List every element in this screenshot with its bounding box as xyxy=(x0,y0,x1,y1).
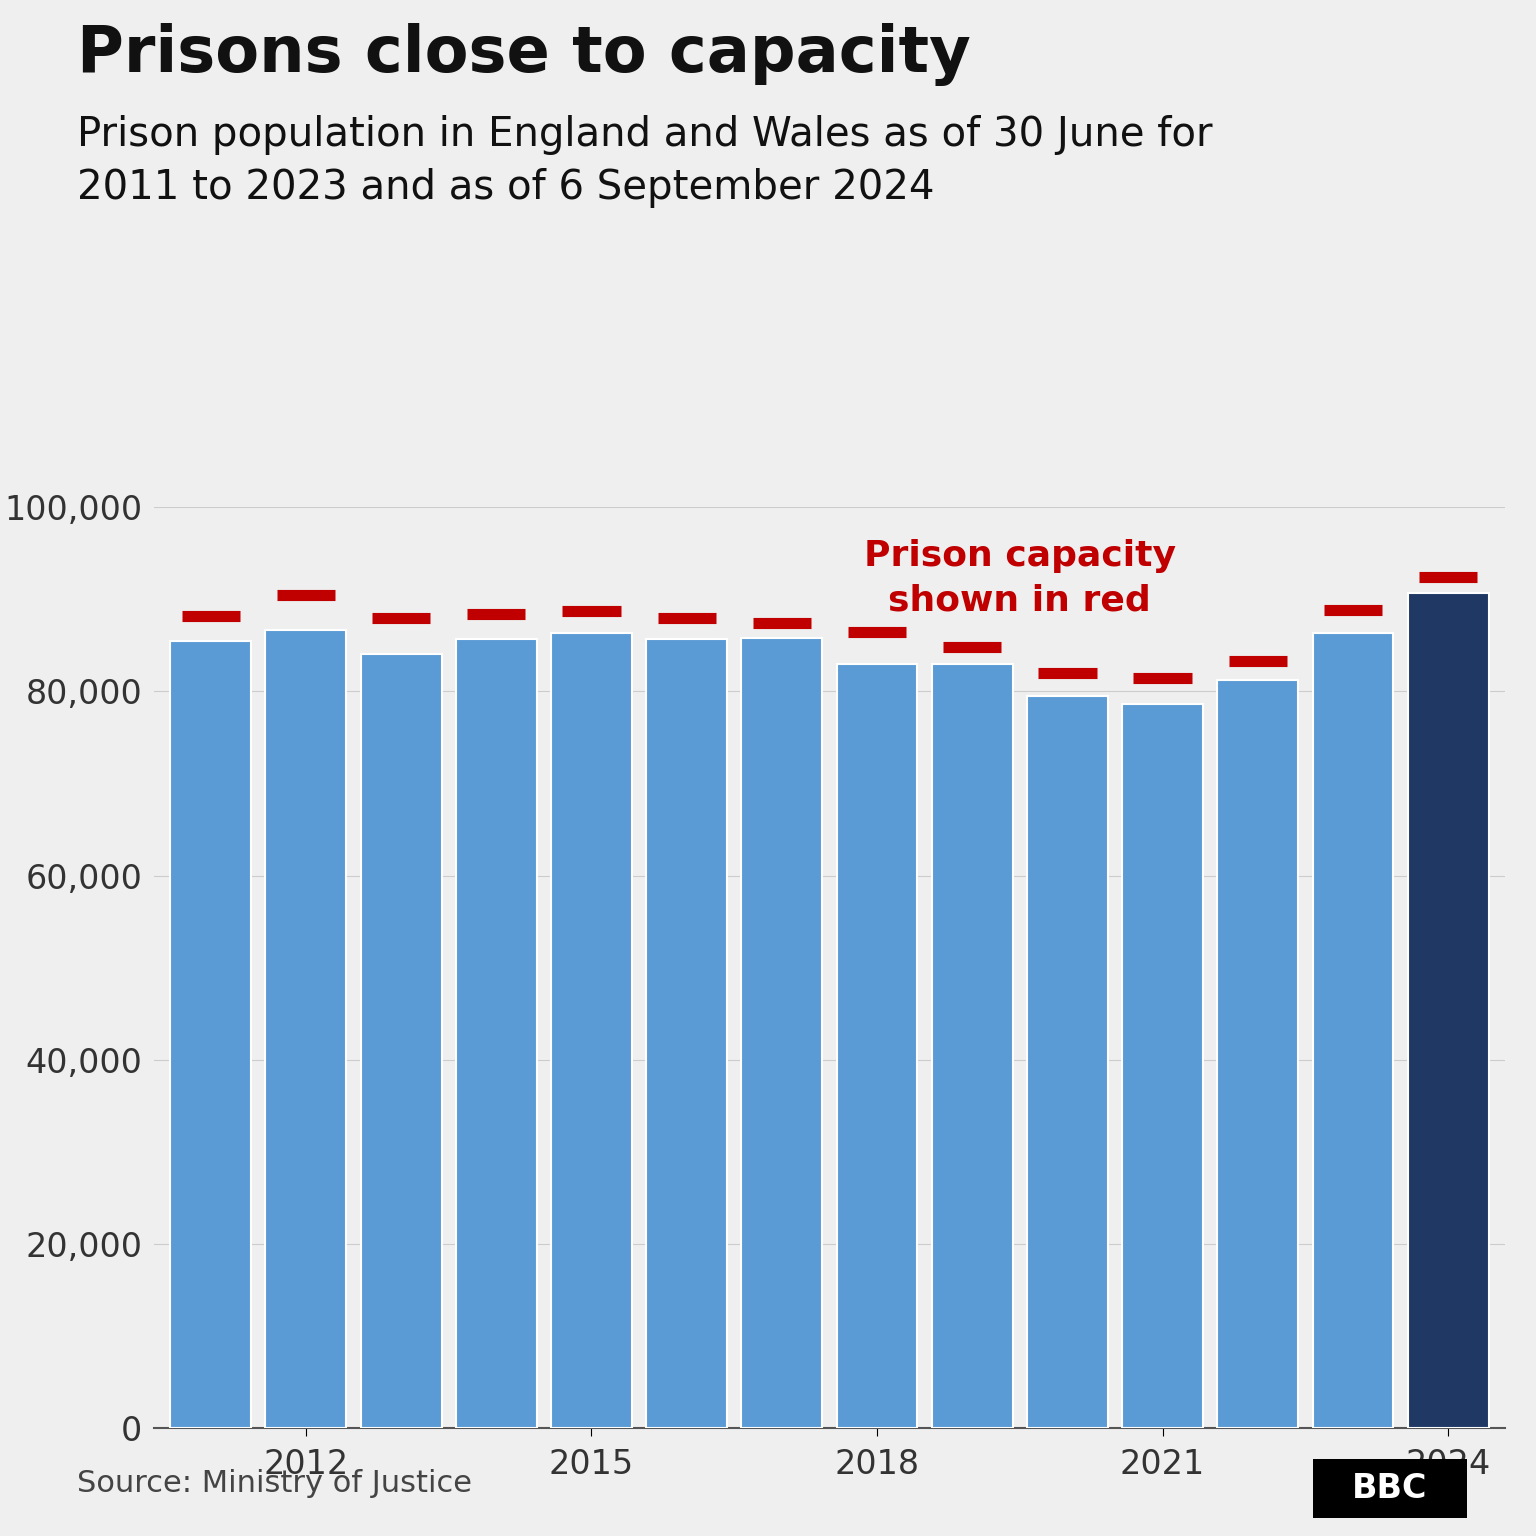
Bar xyxy=(647,639,727,1428)
Text: BBC: BBC xyxy=(1352,1471,1428,1505)
Bar xyxy=(1407,593,1488,1428)
Text: Prison capacity
shown in red: Prison capacity shown in red xyxy=(863,539,1177,617)
Bar xyxy=(1123,703,1203,1428)
Bar xyxy=(1218,680,1298,1428)
Bar xyxy=(742,637,822,1428)
Text: Prison population in England and Wales as of 30 June for
2011 to 2023 and as of : Prison population in England and Wales a… xyxy=(77,115,1212,207)
Bar xyxy=(551,633,631,1428)
Bar xyxy=(361,654,441,1428)
Bar xyxy=(932,664,1012,1428)
Bar xyxy=(456,639,536,1428)
Bar xyxy=(1313,633,1393,1428)
Text: Source: Ministry of Justice: Source: Ministry of Justice xyxy=(77,1468,472,1498)
Bar xyxy=(837,665,917,1428)
Bar xyxy=(266,630,346,1428)
Text: Prisons close to capacity: Prisons close to capacity xyxy=(77,23,971,86)
Bar xyxy=(1028,696,1107,1428)
Bar xyxy=(170,641,252,1428)
